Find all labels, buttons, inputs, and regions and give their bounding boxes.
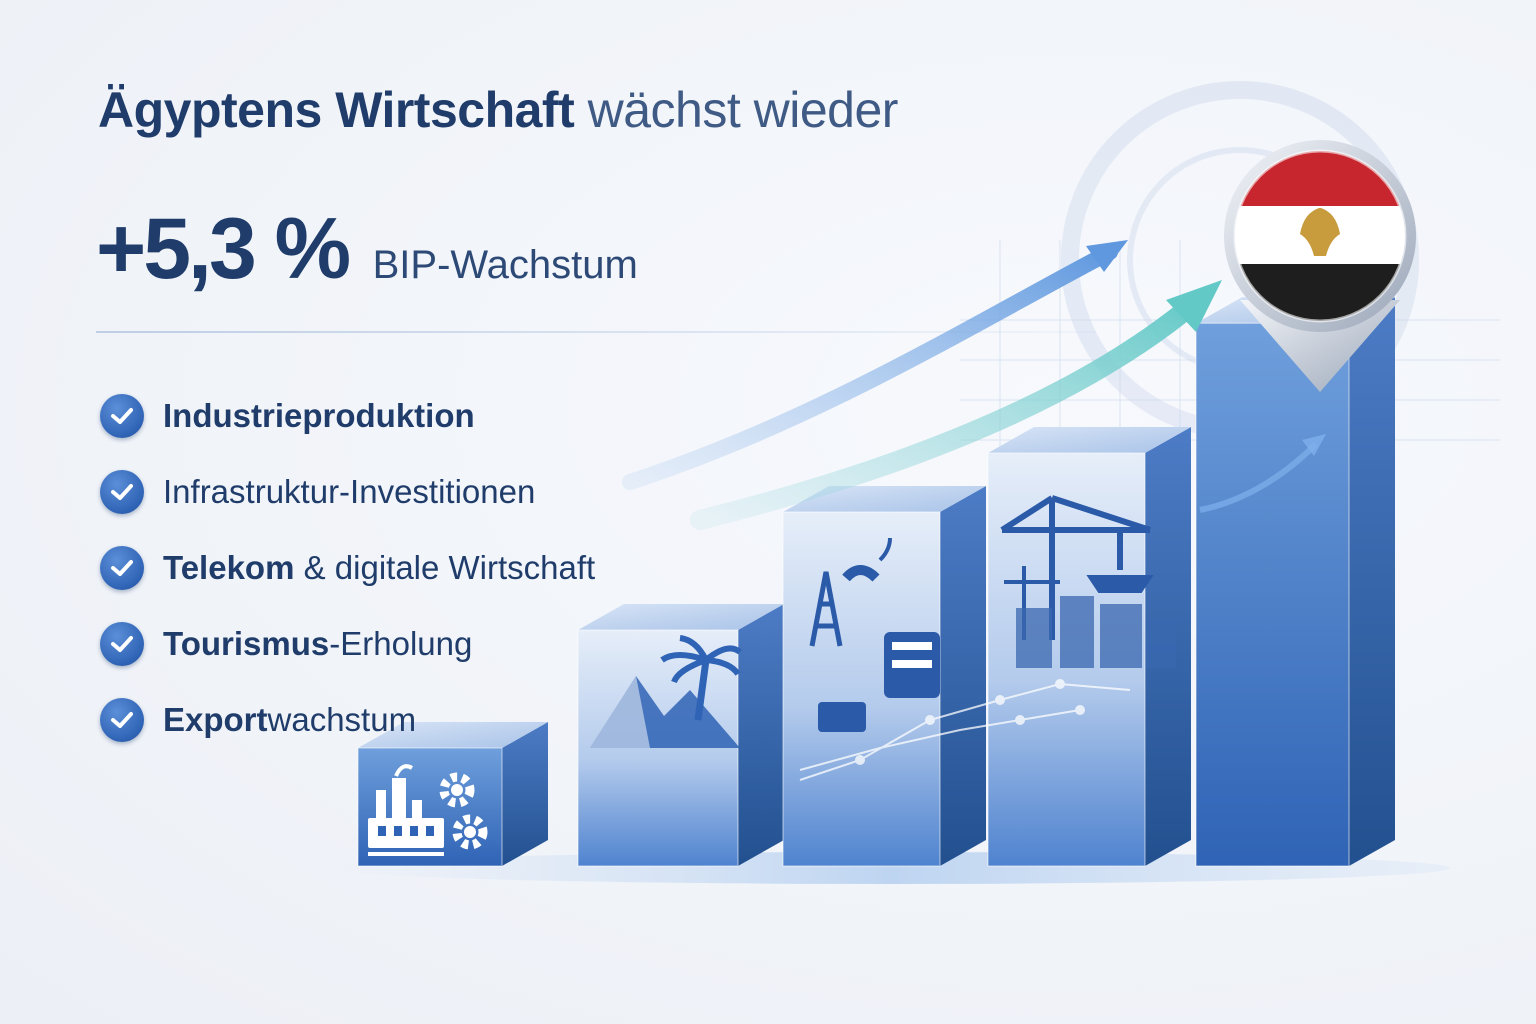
gear-icon — [439, 772, 488, 850]
bar-top — [578, 604, 784, 630]
telecom-tower-icon — [809, 537, 940, 732]
list-item-label: Telekom & digitale Wirtschaft — [163, 549, 596, 586]
title-strong: Ägyptens Wirtschaft — [98, 82, 575, 138]
bar-side — [1349, 297, 1395, 866]
gear-hub-icon — [451, 784, 476, 838]
factor-list: Industrieproduktion Infrastruktur-Invest… — [100, 378, 595, 758]
small-arrow-on-bar-head — [1302, 434, 1326, 456]
city-skyline-icon — [1016, 596, 1176, 668]
bar-side — [940, 486, 986, 866]
check-icon — [100, 394, 144, 438]
bar-ägypten — [1195, 297, 1395, 867]
list-item: Exportwachstum — [100, 682, 595, 758]
growth-stat: +5,3 % BIP-Wachstum — [96, 200, 638, 299]
list-item-label: Exportwachstum — [163, 701, 417, 738]
bar-top — [988, 427, 1191, 453]
small-arrow-on-bar — [1199, 441, 1319, 513]
check-icon — [100, 470, 144, 514]
egypt-flag-pin-icon — [1224, 140, 1416, 392]
check-icon — [100, 546, 144, 590]
growth-arrow-teal — [690, 290, 1208, 530]
list-item: Telekom & digitale Wirtschaft — [100, 530, 595, 606]
network-lines — [799, 679, 1131, 781]
list-item: Tourismus-Erholung — [100, 606, 595, 682]
growth-arrow-blue — [622, 244, 1118, 490]
bar-side — [738, 604, 784, 866]
divider — [96, 331, 1096, 333]
growth-arrow-blue-head — [1086, 240, 1128, 272]
growth-label: BIP-Wachstum — [372, 243, 638, 287]
title-light: wächst wieder — [587, 82, 899, 138]
pyramid-palm-icon — [590, 635, 742, 748]
check-icon — [100, 698, 144, 742]
check-icon — [100, 622, 144, 666]
bar-side — [502, 722, 548, 866]
growth-arrow-teal-head — [1166, 280, 1222, 332]
list-item-label: Infrastruktur-Investitionen — [163, 473, 536, 510]
list-item: Infrastruktur-Investitionen — [100, 454, 595, 530]
list-item-label: Tourismus-Erholung — [163, 625, 473, 662]
growth-value: +5,3 % — [96, 201, 351, 297]
factory-icon — [368, 764, 444, 856]
page-title: Ägyptens Wirtschaft wächst wieder — [98, 78, 898, 142]
list-item-label: Industrieproduktion — [163, 397, 475, 434]
list-item: Industrieproduktion — [100, 378, 595, 454]
bar-front — [1195, 322, 1350, 867]
bar-top — [358, 722, 548, 748]
